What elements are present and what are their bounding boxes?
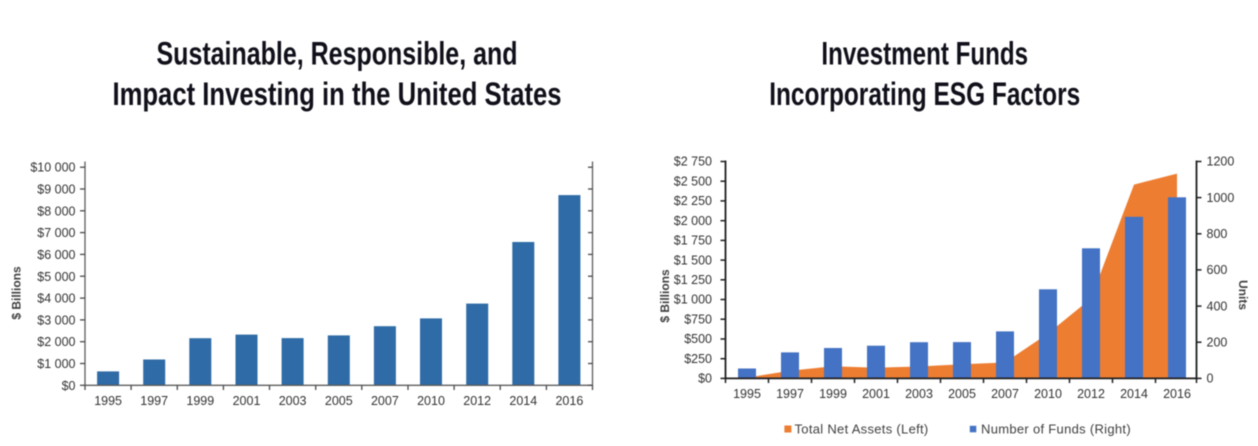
svg-text:Impact Investing in the United: Impact Investing in the United States (112, 77, 561, 112)
svg-text:1200: 1200 (1207, 155, 1235, 169)
svg-text:$1 500: $1 500 (674, 253, 712, 267)
svg-text:2010: 2010 (417, 394, 445, 408)
svg-text:2003: 2003 (905, 387, 933, 401)
svg-text:1000: 1000 (1207, 191, 1235, 205)
svg-text:Incorporating ESG Factors: Incorporating ESG Factors (769, 77, 1080, 113)
svg-text:$6 000: $6 000 (37, 248, 75, 262)
svg-text:$ Billions: $ Billions (658, 269, 672, 323)
svg-text:1995: 1995 (94, 394, 122, 408)
svg-text:$3 000: $3 000 (37, 313, 75, 327)
svg-text:2014: 2014 (1120, 387, 1148, 401)
svg-text:2014: 2014 (509, 394, 537, 408)
svg-text:1999: 1999 (186, 394, 214, 408)
svg-text:200: 200 (1207, 335, 1228, 349)
svg-text:$2 000: $2 000 (37, 335, 75, 349)
svg-text:$0: $0 (698, 372, 712, 386)
svg-text:1997: 1997 (776, 387, 804, 401)
svg-text:$2 500: $2 500 (674, 174, 712, 188)
svg-text:2005: 2005 (325, 394, 353, 408)
svg-text:2007: 2007 (371, 394, 399, 408)
svg-text:2012: 2012 (463, 394, 491, 408)
svg-text:$ Billions: $ Billions (10, 266, 24, 320)
svg-text:$1 750: $1 750 (674, 234, 712, 248)
svg-text:$10 000: $10 000 (30, 161, 75, 175)
svg-text:Sustainable, Responsible, and: Sustainable, Responsible, and (157, 36, 518, 72)
svg-text:0: 0 (1207, 372, 1214, 386)
svg-text:2001: 2001 (233, 394, 261, 408)
svg-text:$5 000: $5 000 (37, 270, 75, 284)
svg-text:$7 000: $7 000 (37, 226, 75, 240)
svg-text:2012: 2012 (1077, 387, 1105, 401)
svg-text:$500: $500 (684, 332, 712, 346)
svg-text:1997: 1997 (140, 394, 168, 408)
svg-text:$1 250: $1 250 (674, 273, 712, 287)
svg-text:800: 800 (1207, 227, 1228, 241)
svg-text:Total Net Assets (Left): Total Net Assets (Left) (795, 422, 929, 437)
svg-text:Units: Units (1236, 280, 1250, 310)
svg-text:Number of Funds (Right): Number of Funds (Right) (981, 422, 1131, 437)
svg-text:$2 000: $2 000 (674, 214, 712, 228)
svg-text:2010: 2010 (1034, 387, 1062, 401)
svg-text:2016: 2016 (555, 394, 583, 408)
svg-text:1995: 1995 (733, 387, 761, 401)
svg-text:$8 000: $8 000 (37, 204, 75, 218)
svg-text:$250: $250 (684, 352, 712, 366)
svg-text:$4 000: $4 000 (37, 292, 75, 306)
svg-text:600: 600 (1207, 263, 1228, 277)
svg-text:$2 250: $2 250 (674, 194, 712, 208)
svg-text:$0: $0 (62, 379, 76, 393)
svg-text:$2 750: $2 750 (674, 155, 712, 169)
svg-text:$1 000: $1 000 (37, 357, 75, 371)
svg-text:2007: 2007 (991, 387, 1019, 401)
svg-text:2003: 2003 (279, 394, 307, 408)
svg-text:Investment Funds: Investment Funds (821, 36, 1028, 72)
svg-text:$1 000: $1 000 (674, 293, 712, 307)
svg-text:1999: 1999 (819, 387, 847, 401)
svg-text:$9 000: $9 000 (37, 183, 75, 197)
svg-text:2016: 2016 (1163, 387, 1191, 401)
svg-text:2005: 2005 (948, 387, 976, 401)
svg-text:$750: $750 (684, 312, 712, 326)
svg-text:2001: 2001 (862, 387, 890, 401)
svg-text:400: 400 (1207, 299, 1228, 313)
